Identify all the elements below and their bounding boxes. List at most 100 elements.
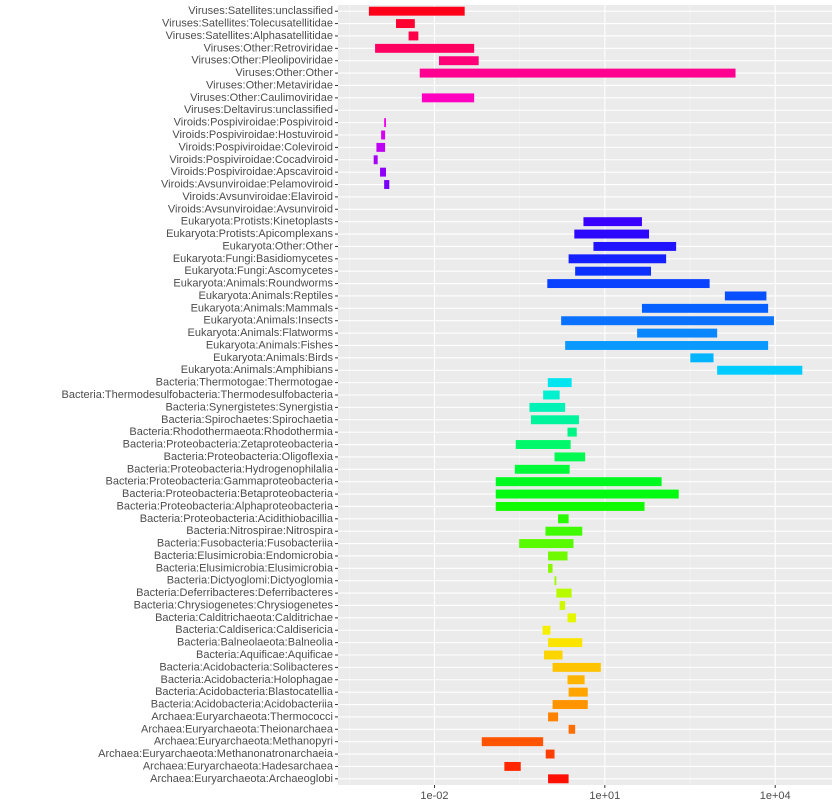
bar bbox=[395, 19, 415, 29]
bar bbox=[583, 217, 642, 227]
bar bbox=[637, 328, 718, 338]
y-tick-label: Viruses:Satellites:Tolecusatellitidae bbox=[162, 18, 333, 30]
bar bbox=[545, 526, 583, 536]
bar bbox=[575, 266, 652, 276]
bar bbox=[368, 6, 465, 16]
bar bbox=[561, 316, 774, 326]
y-tick-label: Bacteria:Proteobacteria:Zetaproteobacter… bbox=[123, 439, 334, 451]
x-tick-label: 1e+01 bbox=[589, 790, 620, 802]
bar bbox=[384, 180, 390, 189]
y-tick-label: Archaea:Euryarchaeota:Hadesarchaea bbox=[143, 760, 334, 772]
y-tick-label: Bacteria:Synergistetes:Synergistia bbox=[165, 401, 333, 413]
y-tick-label: Bacteria:Acidobacteria:Solibacteres bbox=[159, 661, 333, 673]
bar bbox=[542, 625, 551, 635]
y-tick-label: Viruses:Other:Other bbox=[235, 67, 333, 79]
y-tick-label: Bacteria:Balneolaeota:Balneolia bbox=[177, 637, 334, 649]
y-tick-label: Eukaryota:Animals:Flatworms bbox=[188, 327, 334, 339]
y-tick-label: Bacteria:Nitrospirae:Nitrospira bbox=[186, 525, 334, 537]
bar bbox=[375, 43, 475, 53]
y-tick-label: Viruses:Other:Caulimoviridae bbox=[190, 92, 333, 104]
bar bbox=[545, 749, 555, 759]
bar bbox=[380, 167, 386, 177]
y-tick-label: Viruses:Other:Metaviridae bbox=[206, 79, 333, 91]
y-axis: Viruses:Satellites:unclassifiedViruses:S… bbox=[62, 5, 338, 785]
bar bbox=[547, 378, 572, 388]
y-tick-label: Eukaryota:Animals:Amphibians bbox=[181, 364, 334, 376]
bar bbox=[717, 365, 803, 375]
y-tick-label: Bacteria:Proteobacteria:Hydrogenophilali… bbox=[127, 463, 334, 475]
bar bbox=[421, 93, 475, 103]
y-tick-label: Viruses:Satellites:Alphasatellitidae bbox=[166, 30, 333, 42]
bar bbox=[548, 563, 553, 573]
y-tick-label: Bacteria:Dictyoglomi:Dictyoglomia bbox=[167, 575, 334, 587]
y-tick-label: Bacteria:Proteobacteria:Betaproteobacter… bbox=[122, 488, 334, 500]
y-tick-label: Bacteria:Deferribacteres:Deferribacteres bbox=[136, 587, 333, 599]
y-tick-label: Viruses:Other:Pleolipoviridae bbox=[191, 55, 333, 67]
bar bbox=[438, 56, 479, 66]
y-tick-label: Viroids:Avsunviroidae:Pelamoviroid bbox=[161, 179, 333, 191]
y-tick-label: Archaea:Euryarchaeota:Theionarchaea bbox=[141, 723, 334, 735]
bar bbox=[567, 427, 577, 437]
bar bbox=[567, 675, 585, 685]
y-tick-label: Bacteria:Proteobacteria:Oligoflexia bbox=[164, 451, 334, 463]
y-tick-label: Bacteria:Aquificae:Aquificae bbox=[196, 649, 333, 661]
bar bbox=[690, 353, 714, 363]
bar bbox=[495, 489, 679, 499]
bar bbox=[543, 390, 560, 400]
y-tick-label: Bacteria:Proteobacteria:Acidithiobacilli… bbox=[140, 513, 334, 525]
x-tick-label: 1e-02 bbox=[420, 790, 448, 802]
bar bbox=[547, 279, 710, 289]
x-axis: 1e-02 1e+01 1e+04 bbox=[420, 785, 791, 802]
bar bbox=[529, 402, 566, 412]
bar bbox=[495, 477, 662, 487]
bar bbox=[373, 155, 378, 165]
bar bbox=[481, 737, 544, 747]
y-tick-label: Viroids:Pospiviroidae:Pospiviroid bbox=[174, 117, 333, 129]
y-tick-label: Viruses:Satellites:unclassified bbox=[188, 5, 333, 17]
bar bbox=[567, 613, 576, 623]
bar bbox=[554, 576, 557, 586]
bar bbox=[495, 501, 645, 511]
y-tick-label: Bacteria:Caldiserica:Caldisericia bbox=[175, 624, 334, 636]
y-tick-label: Archaea:Euryarchaeota:Methanonatronarcha… bbox=[98, 748, 334, 760]
y-tick-label: Eukaryota:Other:Other bbox=[222, 240, 333, 252]
y-tick-label: Viroids:Pospiviroidae:Cocadviroid bbox=[169, 154, 333, 166]
bar bbox=[556, 588, 572, 598]
y-tick-label: Bacteria:Spirochaetes:Spirochaetia bbox=[161, 414, 334, 426]
y-tick-label: Archaea:Euryarchaeota:Archaeoglobi bbox=[150, 773, 333, 785]
y-tick-label: Eukaryota:Protists:Apicomplexans bbox=[166, 228, 333, 240]
bar bbox=[641, 303, 769, 313]
bar bbox=[568, 687, 588, 697]
bar bbox=[574, 229, 650, 239]
y-tick-label: Viroids:Avsunviroidae:Avsunviroid bbox=[168, 203, 333, 215]
y-tick-label: Eukaryota:Animals:Reptiles bbox=[198, 290, 333, 302]
bar bbox=[548, 638, 583, 648]
bar bbox=[568, 254, 667, 264]
y-tick-label: Bacteria:Acidobacteria:Holophagae bbox=[161, 674, 333, 686]
y-tick-label: Viroids:Avsunviroidae:Elaviroid bbox=[182, 191, 333, 203]
bar bbox=[565, 341, 769, 350]
bar bbox=[376, 142, 386, 152]
y-tick-label: Eukaryota:Animals:Mammals bbox=[191, 302, 334, 314]
bar bbox=[548, 712, 559, 722]
bar bbox=[504, 761, 521, 771]
y-tick-label: Eukaryota:Fungi:Ascomycetes bbox=[184, 265, 333, 277]
y-tick-label: Archaea:Euryarchaeota:Thermococci bbox=[151, 711, 333, 723]
y-tick-label: Bacteria:Proteobacteria:Alphaproteobacte… bbox=[117, 500, 334, 512]
bar bbox=[519, 539, 574, 549]
bar bbox=[724, 291, 767, 301]
y-tick-label: Eukaryota:Fungi:Basidiomycetes bbox=[173, 253, 334, 265]
y-tick-label: Bacteria:Fusobacteria:Fusobacteriia bbox=[157, 538, 334, 550]
bar bbox=[514, 464, 570, 474]
bar bbox=[548, 551, 568, 561]
y-tick-label: Bacteria:Chrysiogenetes:Chrysiogenetes bbox=[134, 599, 334, 611]
bar bbox=[548, 774, 569, 784]
y-tick-label: Bacteria:Proteobacteria:Gammaproteobacte… bbox=[106, 476, 334, 488]
y-tick-label: Bacteria:Rhodothermaeota:Rhodothermia bbox=[129, 426, 334, 438]
bar bbox=[384, 118, 386, 128]
bar bbox=[558, 514, 569, 524]
y-tick-label: Archaea:Euryarchaeota:Methanopyri bbox=[154, 736, 333, 748]
bar bbox=[568, 724, 576, 734]
y-tick-label: Viroids:Pospiviroidae:Coleviroid bbox=[179, 141, 333, 153]
